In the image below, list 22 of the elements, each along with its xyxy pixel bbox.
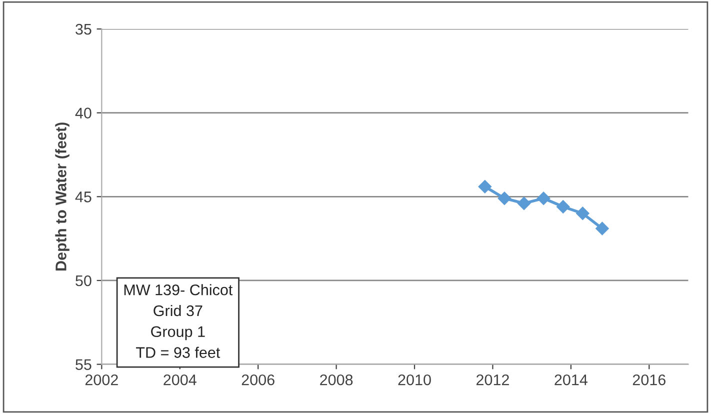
- x-tick-label: 2006: [242, 374, 274, 386]
- x-tick-label: 2008: [320, 374, 353, 386]
- x-tick-label: 2014: [554, 374, 588, 386]
- point: [478, 180, 492, 194]
- point: [498, 192, 512, 205]
- y-tick-label: 50: [76, 275, 92, 286]
- point: [556, 200, 570, 214]
- point: [517, 196, 531, 210]
- x-tick-label: 2002: [85, 374, 118, 386]
- y-axis-title: Depth to Water (feet): [55, 122, 70, 270]
- y-tick-label: 35: [76, 24, 92, 35]
- point: [536, 192, 550, 205]
- point: [596, 222, 609, 236]
- annotation: MW 139- Chicot Grid 37 Group 1 TD = 93 feet: [124, 284, 233, 358]
- y-tick-label: 45: [75, 192, 92, 202]
- y-tick-label: 40: [75, 108, 92, 118]
- x-tick-label: 2010: [398, 374, 431, 386]
- x-tick-label: 2004: [164, 374, 196, 386]
- y-tick-label: 55: [76, 359, 92, 370]
- x-tick-label: 2016: [632, 374, 666, 386]
- x-tick-label: 2012: [476, 374, 509, 386]
- point: [576, 206, 590, 220]
